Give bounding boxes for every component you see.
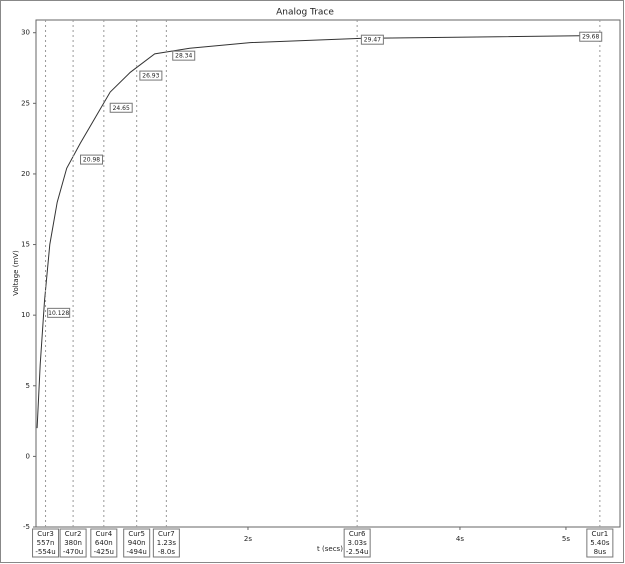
x-tick-label: 4s [456,535,464,543]
annotation-box [172,50,196,61]
cursor-delta: -425u [94,548,114,556]
cursor-value: 1.23s [157,539,177,547]
cursor-box [152,528,180,558]
cursor-value: 640n [95,539,113,547]
cursor-value: 3.03s [348,539,368,547]
trace [36,35,600,429]
cursor-value: 557n [37,539,55,547]
annotation-label: 20.98 [83,157,100,164]
y-tick-label: 15 [21,241,30,249]
cursor-name: Cur6 [349,530,366,538]
y-axis-label: Voltage (mV) [12,250,20,296]
annotation-label: 29.47 [364,37,381,44]
y-tick-label: -5 [23,523,30,531]
cursor-box [343,528,371,558]
annotation-label: 26.93 [142,73,159,80]
cursor-box [586,528,614,558]
x-tick-label: 5s [562,535,570,543]
cursor-name: Cur7 [158,530,175,538]
x-tick-label: 2s [244,535,252,543]
y-tick-label: 10 [21,311,30,319]
y-tick-label: 20 [21,170,30,178]
cursor-value: 5.40s [590,539,610,547]
annotation-box [80,154,104,165]
annotation-box [109,102,133,113]
cursor-delta: -2.54u [346,548,369,556]
chart-title: Analog Trace [276,8,334,18]
cursor-name: Cur1 [592,530,609,538]
cursor-delta: -494u [127,548,147,556]
cursor-name: Cur5 [128,530,145,538]
cursor-box [32,528,60,558]
plot-area [35,19,621,528]
cursor-box [90,528,118,558]
annotation-box [139,70,163,81]
cursor-value: 380n [64,539,82,547]
y-tick-label: 5 [26,382,30,390]
cursor-delta: 8us [594,548,607,556]
cursor-delta: -470u [63,548,83,556]
y-tick-label: 0 [26,452,30,460]
cursor-box [59,528,87,558]
annotation-label: 24.65 [113,105,130,112]
x-axis-label: t (secs) [317,545,343,553]
cursor-value: 940n [128,539,146,547]
annotation-box [579,31,603,42]
annotation-label: 29.68 [582,34,599,41]
cursor-delta: -554u [35,548,55,556]
cursor-name: Cur3 [37,530,54,538]
annotation-label: 28.34 [175,53,192,60]
cursor-name: Cur4 [96,530,113,538]
annotation-label: 10.128 [48,310,69,317]
annotation-box [360,34,384,45]
cursor-delta: -8.0s [158,548,176,556]
annotation-box [47,307,71,318]
y-tick-label: 25 [21,99,30,107]
cursor-name: Cur2 [65,530,82,538]
cursor-box [123,528,151,558]
y-tick-label: 30 [21,29,30,37]
